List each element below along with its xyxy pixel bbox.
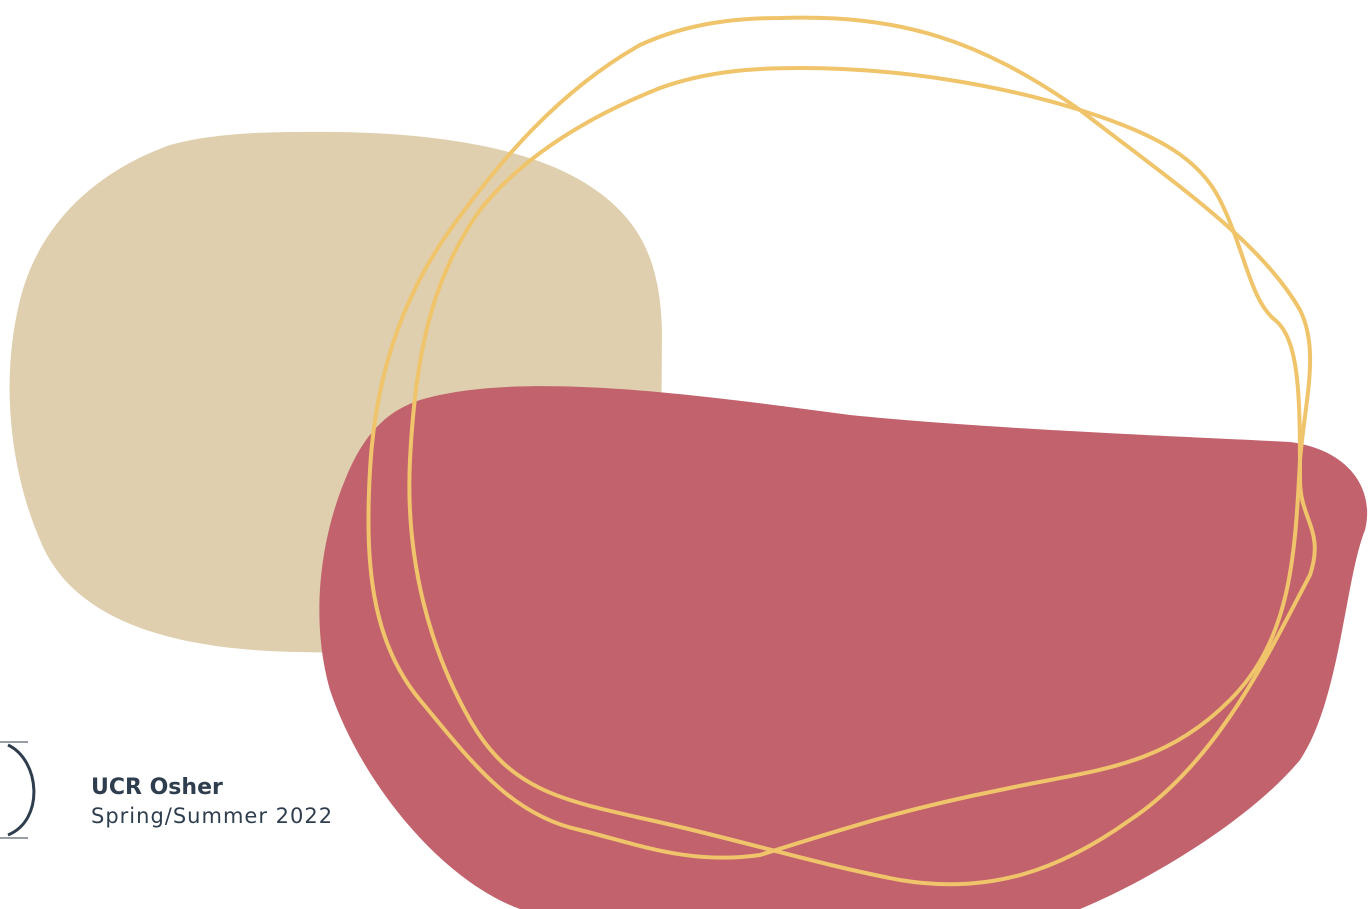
decoration <box>0 0 1368 909</box>
footer-subtitle: Spring/Summer 2022 <box>91 804 333 828</box>
page: UCR Osher Spring/Summer 2022 (() => { co… <box>0 0 1368 909</box>
footer-title: UCR Osher <box>91 775 223 800</box>
logo-arc <box>8 745 34 835</box>
